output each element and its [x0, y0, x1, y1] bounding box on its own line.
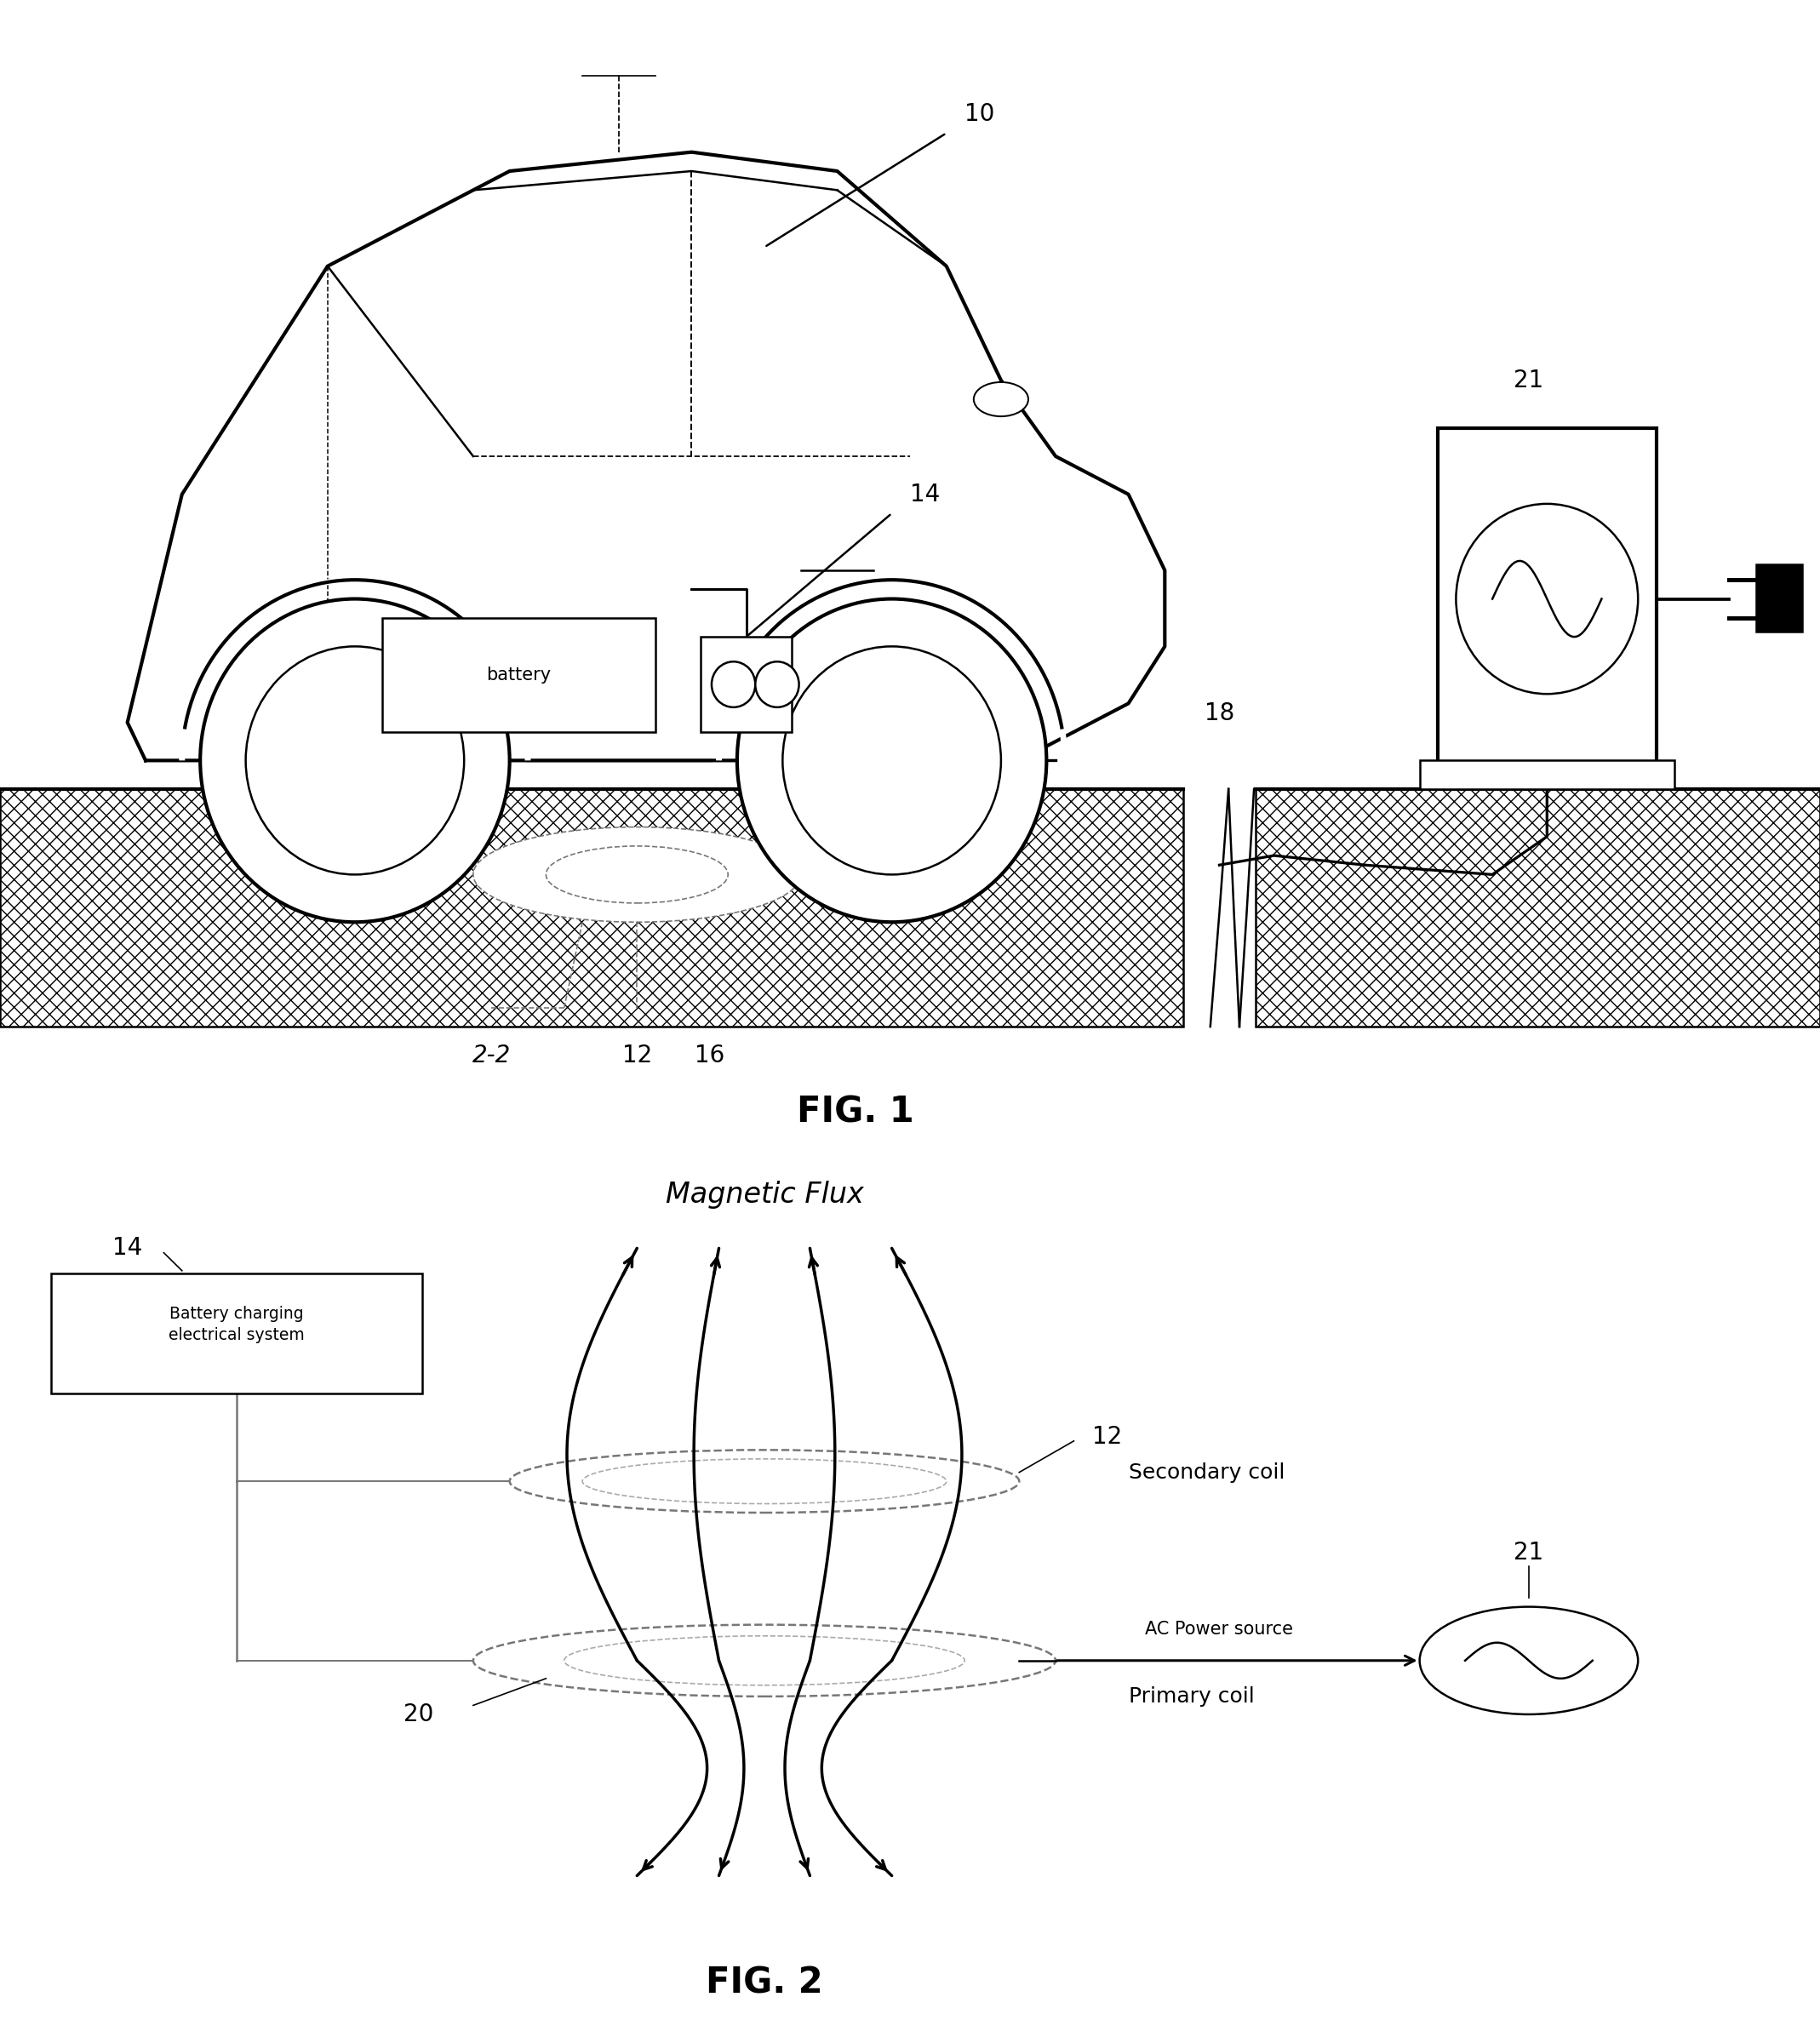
FancyBboxPatch shape: [382, 617, 655, 731]
Text: Primary coil: Primary coil: [1128, 1687, 1254, 1707]
FancyBboxPatch shape: [1438, 428, 1656, 770]
FancyBboxPatch shape: [51, 1273, 422, 1393]
Text: Magnetic Flux: Magnetic Flux: [666, 1181, 863, 1208]
Circle shape: [737, 599, 1046, 923]
Text: 10: 10: [965, 102, 996, 126]
Polygon shape: [127, 153, 1165, 760]
Circle shape: [200, 599, 510, 923]
Ellipse shape: [564, 1636, 965, 1685]
Ellipse shape: [473, 827, 801, 923]
Text: FIG. 2: FIG. 2: [706, 1966, 823, 2000]
FancyBboxPatch shape: [1256, 788, 1820, 1027]
Text: Secondary coil: Secondary coil: [1128, 1463, 1285, 1483]
FancyBboxPatch shape: [701, 638, 792, 731]
Circle shape: [712, 662, 755, 707]
Ellipse shape: [582, 1458, 946, 1503]
Circle shape: [246, 646, 464, 874]
Text: 20: 20: [404, 1703, 433, 1725]
Text: 18: 18: [1205, 701, 1234, 725]
Text: Battery charging
electrical system: Battery charging electrical system: [169, 1306, 304, 1342]
Circle shape: [1420, 1607, 1638, 1715]
Ellipse shape: [974, 383, 1028, 416]
Text: 12: 12: [622, 1043, 652, 1067]
Circle shape: [1456, 503, 1638, 695]
Ellipse shape: [510, 1450, 1019, 1513]
FancyBboxPatch shape: [0, 788, 1183, 1027]
Text: FIG. 1: FIG. 1: [797, 1094, 914, 1131]
Text: 21: 21: [1514, 1542, 1543, 1564]
Text: 21: 21: [1514, 369, 1543, 393]
Text: 2-2: 2-2: [471, 1043, 511, 1067]
Ellipse shape: [473, 1626, 1056, 1697]
Text: battery: battery: [486, 666, 551, 684]
Ellipse shape: [546, 845, 728, 902]
Text: 12: 12: [1092, 1424, 1121, 1448]
FancyBboxPatch shape: [1756, 564, 1802, 631]
Text: AC Power source: AC Power source: [1145, 1621, 1294, 1638]
Circle shape: [755, 662, 799, 707]
Text: 14: 14: [113, 1236, 142, 1261]
Text: 14: 14: [910, 483, 939, 507]
Text: 16: 16: [695, 1043, 724, 1067]
Circle shape: [783, 646, 1001, 874]
FancyBboxPatch shape: [1420, 760, 1674, 788]
